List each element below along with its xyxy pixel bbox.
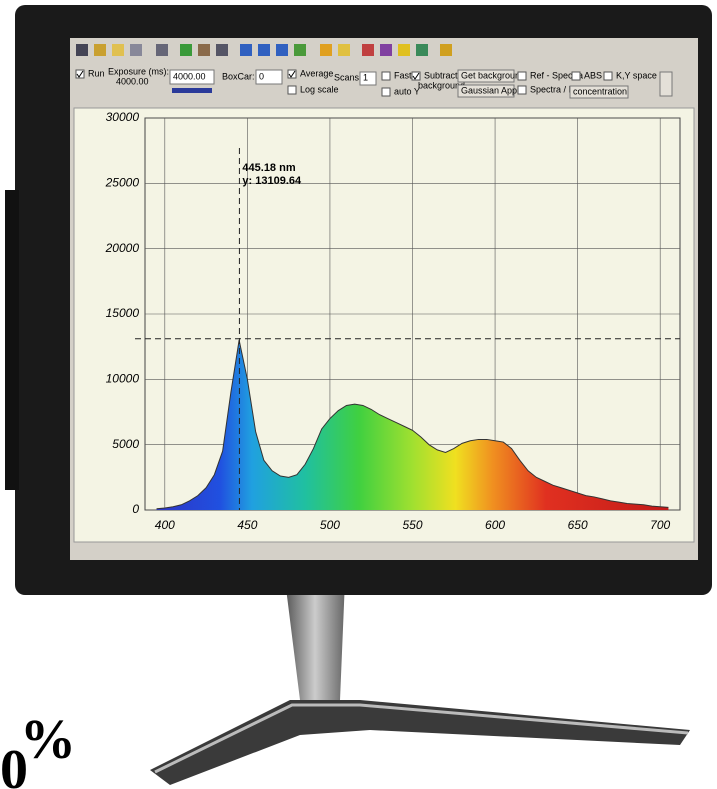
y-tick-label: 15000 <box>106 306 140 320</box>
label: BoxCar: <box>222 71 255 81</box>
spectrum-area <box>156 340 669 510</box>
y-tick-label: 5000 <box>112 437 139 451</box>
label: Fast <box>394 70 412 80</box>
label: K,Y space <box>616 70 657 80</box>
button[interactable] <box>457 84 515 98</box>
x-tick-label: 700 <box>650 518 670 532</box>
input-value: 4000.00 <box>173 71 206 81</box>
button[interactable] <box>457 69 515 83</box>
input[interactable] <box>169 69 215 85</box>
checkbox[interactable] <box>381 71 391 81</box>
y-tick-label: 10000 <box>106 372 140 386</box>
cursor-label: y: 13109.64 <box>242 175 302 187</box>
corner-text: % <box>20 709 76 771</box>
y-tick-label: 30000 <box>106 110 140 124</box>
checkbox[interactable] <box>287 85 297 95</box>
label: ABS <box>584 70 602 80</box>
toolbar-icons[interactable] <box>76 44 452 56</box>
x-tick-label: 550 <box>402 518 422 532</box>
checkbox[interactable] <box>75 69 85 79</box>
checkbox[interactable] <box>287 69 297 79</box>
y-tick-label: 0 <box>132 502 139 516</box>
corner-text: 0 <box>0 739 28 789</box>
y-tick-label: 25000 <box>105 176 140 190</box>
label: Spectra / Ref <box>530 84 583 94</box>
label: Scans: <box>334 72 362 82</box>
y-tick-label: 20000 <box>105 241 140 255</box>
button[interactable] <box>569 85 629 99</box>
label: background <box>418 80 465 90</box>
input[interactable] <box>359 71 377 86</box>
input-value: 1 <box>363 72 368 82</box>
spectrum-line <box>156 340 669 510</box>
x-tick-label: 650 <box>568 518 588 532</box>
cursor-label: 445.18 nm <box>242 162 295 174</box>
input[interactable] <box>255 69 283 85</box>
monitor-side <box>5 190 19 490</box>
input-value: 0 <box>259 71 264 81</box>
label: Average <box>300 68 333 78</box>
spinner[interactable] <box>659 71 673 97</box>
checkbox[interactable] <box>603 71 613 81</box>
label: Ref - Spectra <box>530 70 583 80</box>
button-label: Gaussian Appr. <box>461 85 522 95</box>
label: Subtract <box>424 70 458 80</box>
label: Exposure (ms): <box>108 66 169 76</box>
label: auto Y <box>394 86 420 96</box>
button-label: concentration <box>573 86 627 96</box>
controls: Run Exposure (ms): 4000.00 4000.00 BoxCa… <box>75 66 673 99</box>
label: Run <box>88 68 105 78</box>
stand-base <box>150 700 690 785</box>
label: Log scale <box>300 84 339 94</box>
checkbox[interactable] <box>517 71 527 81</box>
progress <box>172 88 212 93</box>
label: 4000.00 <box>116 76 149 86</box>
button-label: Get background <box>461 70 525 80</box>
checkbox[interactable] <box>411 71 421 81</box>
checkbox[interactable] <box>517 85 527 95</box>
x-tick-label: 500 <box>320 518 340 532</box>
checkbox[interactable] <box>381 87 391 97</box>
x-tick-label: 450 <box>237 518 257 532</box>
x-tick-label: 600 <box>485 518 505 532</box>
x-tick-label: 400 <box>155 518 175 532</box>
stand-neck <box>285 580 345 700</box>
checkbox[interactable] <box>571 71 581 81</box>
